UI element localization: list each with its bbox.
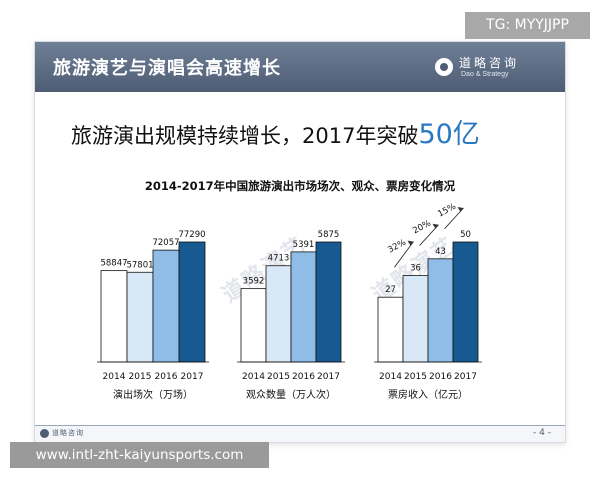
bar-chart2-2017 (315, 241, 342, 363)
growth-label-2: 20% (411, 219, 432, 237)
data-label-chart3-2016: 43 (435, 247, 446, 257)
data-label-chart1-2014: 58847 (100, 259, 127, 269)
bar-chart2-2015 (265, 265, 292, 363)
brand-logo-block: 道略咨询 Dao & Strategy (435, 54, 555, 82)
brand-name-en: Dao & Strategy (461, 71, 509, 78)
x-tick-chart3-2014: 2014 (379, 372, 402, 382)
bar-charts: 58847 2014 57801 2015 72057 2016 77290 2017 演出场次… (97, 202, 482, 401)
growth-label-1: 32% (386, 238, 407, 256)
presentation-slide: 旅游演艺与演唱会高速增长 道略咨询 Dao & Strategy 旅游演出规模持… (35, 42, 565, 442)
slide-headline: 旅游演出规模持续增长，2017年突破50亿 (71, 112, 480, 151)
bar-chart3-2016 (427, 258, 454, 363)
data-label-chart3-2017: 50 (460, 230, 471, 240)
x-tick-chart2-2017: 2017 (317, 372, 340, 382)
bar-chart1-2014 (100, 270, 128, 363)
data-label-chart2-2014: 3592 (243, 277, 265, 287)
x-axis-label-chart1: 演出场次（万场） (113, 388, 193, 401)
x-axis-label-chart2: 观众数量（万人次） (246, 388, 336, 401)
x-tick-chart1-2015: 2015 (129, 372, 152, 382)
data-label-chart1-2017: 77290 (178, 230, 205, 240)
growth-arrow-head-3 (457, 207, 464, 212)
footer-brand: 道略咨询 (52, 429, 84, 437)
x-tick-chart3-2015: 2015 (404, 372, 427, 382)
data-label-chart1-2016: 72057 (152, 238, 179, 248)
tg-overlay-label: TG: MYYJJPP (465, 12, 590, 39)
data-label-chart2-2015: 4713 (268, 254, 290, 264)
brand-name: 道略咨询 (459, 56, 520, 70)
bar-chart3-2014 (377, 296, 404, 363)
footer-logo-icon (40, 429, 49, 438)
headline-text: 旅游演出规模持续增长，2017年突破 (71, 124, 419, 148)
data-label-chart2-2017: 5875 (318, 230, 340, 240)
growth-label-3: 15% (436, 202, 457, 220)
bar-chart3-2015 (402, 275, 429, 363)
slide-title: 旅游演艺与演唱会高速增长 (53, 58, 281, 79)
data-label-chart2-2016: 5391 (293, 240, 315, 250)
bar-chart2-2016 (290, 251, 317, 363)
growth-arrow-head-2 (432, 223, 439, 229)
bar-chart1-2016 (152, 249, 180, 363)
x-tick-chart2-2016: 2016 (292, 372, 315, 382)
x-tick-chart1-2014: 2014 (103, 372, 126, 382)
page-number: - 4 - (533, 428, 551, 438)
headline-highlight: 50亿 (418, 119, 480, 150)
x-tick-chart1-2017: 2017 (181, 372, 204, 382)
url-overlay-label: www.intl-zht-kaiyunsports.com (10, 442, 269, 468)
x-tick-chart3-2017: 2017 (454, 372, 477, 382)
bar-chart3-2017 (452, 241, 479, 363)
x-tick-chart2-2014: 2014 (242, 372, 265, 382)
chart-title: 2014-2017年中国旅游演出市场场次、观众、票房变化情况 (144, 179, 456, 193)
bar-chart1-2017 (178, 241, 206, 363)
data-label-chart3-2014: 27 (385, 285, 396, 295)
brand-logo-icon (435, 58, 453, 76)
bar-chart2-2014 (240, 288, 267, 363)
growth-arrow-head-1 (407, 240, 414, 246)
x-tick-chart1-2016: 2016 (155, 372, 178, 382)
data-label-chart1-2015: 57801 (126, 260, 153, 270)
data-label-chart3-2015: 36 (410, 264, 421, 274)
x-tick-chart2-2015: 2015 (267, 372, 290, 382)
x-tick-chart3-2016: 2016 (429, 372, 452, 382)
slide-footer: 道略咨询 - 4 - (35, 425, 565, 442)
growth-arrow-line-1 (394, 241, 414, 268)
bar-chart1-2015 (126, 271, 154, 363)
x-axis-label-chart3: 票房收入（亿元） (388, 388, 468, 401)
slide-header: 旅游演艺与演唱会高速增长 道略咨询 Dao & Strategy (35, 42, 565, 92)
